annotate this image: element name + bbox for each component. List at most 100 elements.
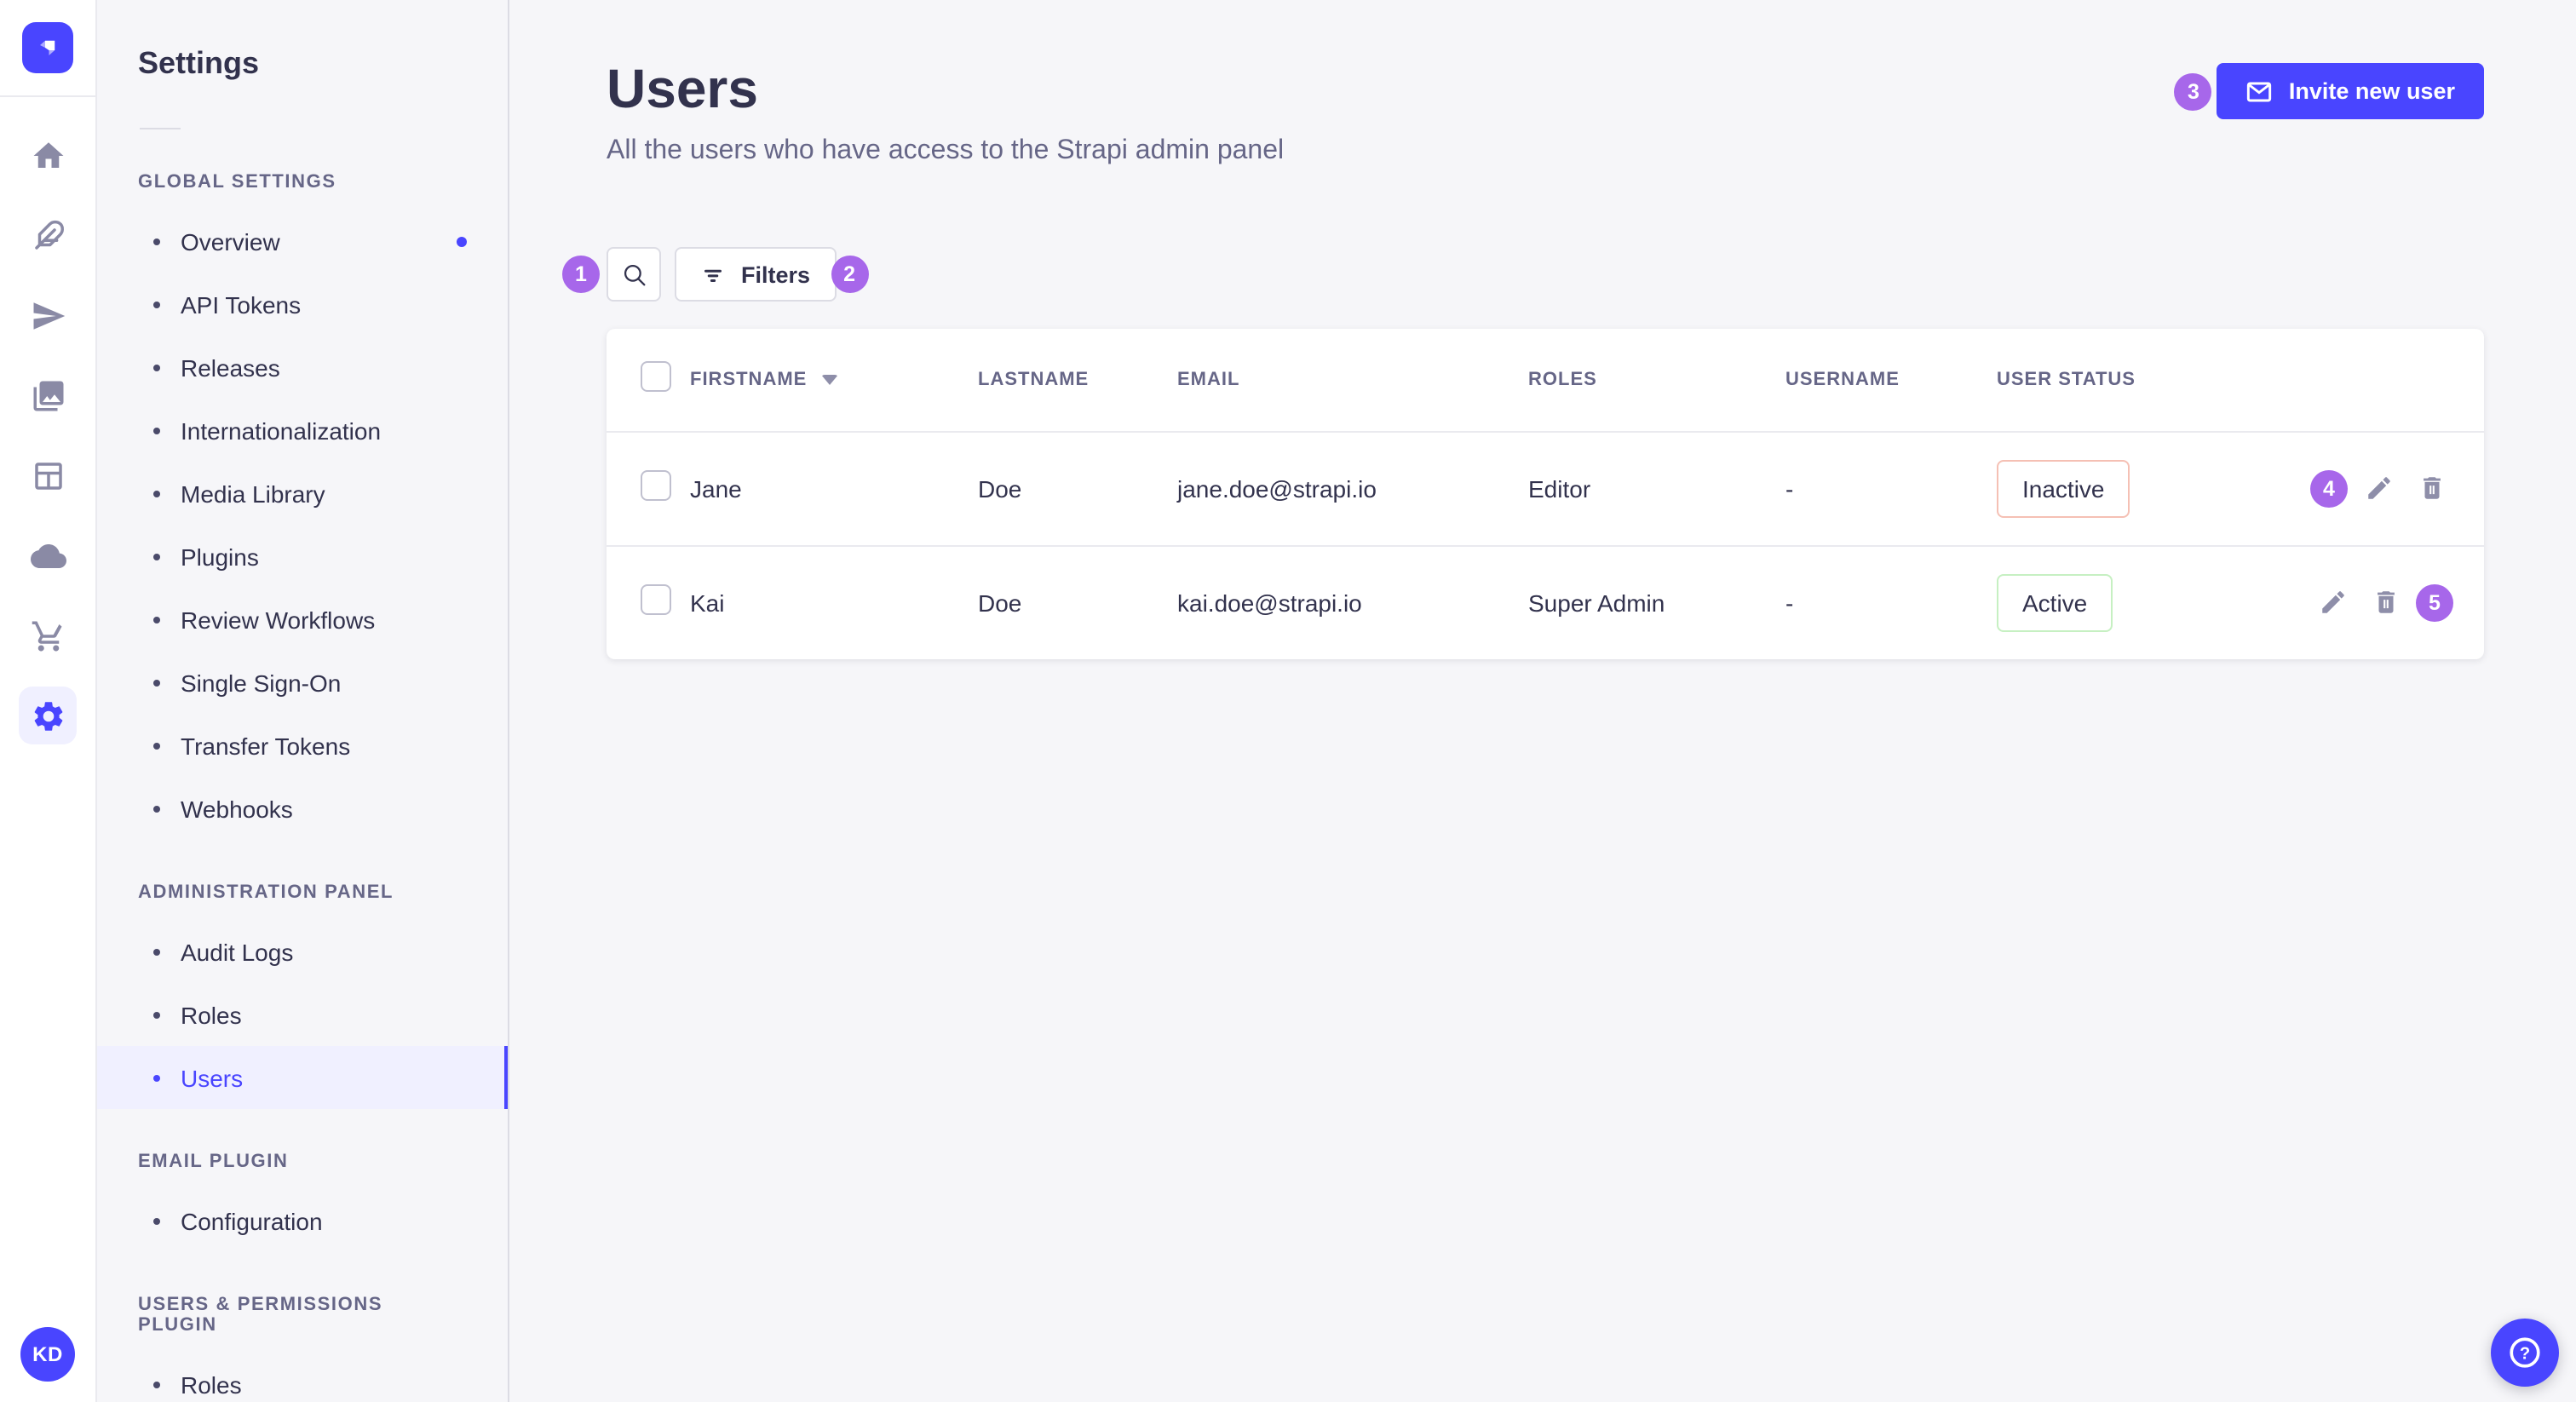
cell-roles: Editor — [1528, 474, 1591, 503]
delete-button[interactable] — [2363, 581, 2407, 625]
bullet-icon — [153, 238, 160, 244]
settings-nav-sections: GLOBAL SETTINGS Overview API Tokens Rele… — [97, 172, 508, 1402]
delete-button[interactable] — [2409, 466, 2453, 510]
column-header-user-status[interactable]: USER STATUS — [1997, 329, 2252, 433]
column-header-username[interactable]: USERNAME — [1785, 329, 1997, 433]
strapi-logo-icon[interactable] — [22, 22, 73, 73]
cloud-icon[interactable] — [19, 526, 77, 584]
edit-button[interactable] — [2310, 581, 2355, 625]
bullet-icon — [153, 364, 160, 371]
column-header-firstname[interactable]: FIRSTNAME — [690, 370, 838, 390]
main-content: Users All the users who have access to t… — [509, 0, 2576, 1402]
annotation-badge-3: 3 — [2174, 72, 2212, 110]
rail-icon-list — [19, 126, 77, 744]
settings-nav-item-media-library[interactable]: Media Library — [97, 462, 508, 525]
column-header-roles[interactable]: ROLES — [1528, 329, 1785, 433]
select-all-checkbox[interactable] — [641, 361, 671, 393]
help-button[interactable]: ? — [2491, 1319, 2559, 1387]
page-header: Users All the users who have access to t… — [607, 58, 2484, 167]
settings-nav-item-users[interactable]: Users — [97, 1046, 508, 1109]
marketplace-cart-icon[interactable] — [19, 606, 77, 664]
question-mark-icon: ? — [2506, 1334, 2544, 1371]
sort-desc-caret-icon — [820, 374, 838, 385]
user-status-badge: Inactive — [1997, 459, 2130, 518]
edit-button[interactable] — [2356, 466, 2401, 510]
cell-firstname: Kai — [690, 544, 978, 660]
annotation-badge-1: 1 — [562, 256, 600, 294]
filters-button[interactable]: Filters — [675, 247, 837, 302]
content-manager-feather-icon[interactable] — [19, 206, 77, 264]
toolbar: 1 Filters 2 — [562, 247, 2484, 302]
table-row: Jane Doe jane.doe@strapi.io Editor - Ina… — [607, 431, 2484, 545]
column-header-lastname[interactable]: LASTNAME — [978, 329, 1177, 433]
settings-sidebar: Settings GLOBAL SETTINGS Overview API To… — [97, 0, 509, 1402]
cell-firstname: Jane — [690, 474, 742, 503]
content-type-builder-plane-icon[interactable] — [19, 286, 77, 344]
page-title: Users — [607, 58, 758, 119]
user-avatar[interactable]: KD — [20, 1327, 75, 1382]
cell-username: - — [1785, 474, 1794, 503]
table-row: Kai Doe kai.doe@strapi.io Super Admin - … — [607, 544, 2484, 660]
bullet-icon — [153, 490, 160, 497]
cell-email: kai.doe@strapi.io — [1177, 544, 1528, 660]
table-header-row: FIRSTNAME LASTNAME EMAIL ROLES USERNAME … — [607, 329, 2484, 433]
settings-sidebar-title: Settings — [138, 46, 260, 80]
logo-area — [0, 0, 95, 97]
notification-dot-icon — [457, 236, 467, 246]
filter-lines-icon — [700, 261, 726, 287]
annotation-badge: 5 — [2416, 583, 2453, 622]
home-icon[interactable] — [19, 126, 77, 184]
cell-lastname: Doe — [978, 544, 1177, 660]
settings-nav-item-review-workflows[interactable]: Review Workflows — [97, 588, 508, 651]
bullet-icon — [153, 553, 160, 560]
bullet-icon — [153, 1074, 160, 1081]
settings-nav-item-transfer-tokens[interactable]: Transfer Tokens — [97, 714, 508, 777]
bullet-icon — [153, 616, 160, 623]
bullet-icon — [153, 742, 160, 749]
settings-nav-item-webhooks[interactable]: Webhooks — [97, 777, 508, 840]
column-header-email[interactable]: EMAIL — [1177, 329, 1528, 433]
nav-section-title: EMAIL PLUGIN — [138, 1152, 289, 1172]
cell-lastname: Doe — [978, 474, 1022, 503]
svg-text:?: ? — [2520, 1344, 2530, 1363]
settings-nav-item-overview[interactable]: Overview — [97, 210, 508, 273]
invite-new-user-button[interactable]: Invite new user — [2217, 63, 2484, 119]
user-status-badge: Active — [1997, 573, 2113, 632]
row-checkbox[interactable] — [641, 584, 671, 616]
settings-nav-item-internationalization[interactable]: Internationalization — [97, 399, 508, 462]
divider — [140, 128, 181, 129]
cell-roles: Super Admin — [1528, 544, 1785, 660]
bullet-icon — [153, 1011, 160, 1018]
search-button[interactable] — [607, 247, 661, 302]
bullet-icon — [153, 679, 160, 686]
bullet-icon — [153, 1381, 160, 1388]
users-table-card: FIRSTNAME LASTNAME EMAIL ROLES USERNAME … — [607, 329, 2484, 660]
settings-nav-item-single-sign-on[interactable]: Single Sign-On — [97, 651, 508, 714]
settings-nav-item-roles[interactable]: Roles — [97, 983, 508, 1046]
layout-panel-icon[interactable] — [19, 446, 77, 504]
bullet-icon — [153, 301, 160, 307]
row-checkbox[interactable] — [641, 470, 671, 502]
settings-nav-item-api-tokens[interactable]: API Tokens — [97, 273, 508, 336]
settings-nav-section: GLOBAL SETTINGS Overview API Tokens Rele… — [97, 172, 508, 840]
bullet-icon — [153, 427, 160, 434]
annotation-badge: 4 — [2310, 469, 2348, 508]
bullet-icon — [153, 948, 160, 955]
main-nav-rail: KD — [0, 0, 97, 1402]
settings-gear-icon[interactable] — [19, 687, 77, 744]
bullet-icon — [153, 1217, 160, 1224]
nav-section-title: USERS & PERMISSIONS PLUGIN — [138, 1295, 383, 1336]
annotation-badge-2: 2 — [831, 256, 869, 294]
settings-nav-item-plugins[interactable]: Plugins — [97, 525, 508, 588]
media-library-pictures-icon[interactable] — [19, 366, 77, 424]
settings-nav-item-releases[interactable]: Releases — [97, 336, 508, 399]
settings-nav-item-configuration[interactable]: Configuration — [97, 1189, 508, 1252]
bullet-icon — [153, 805, 160, 812]
search-icon — [619, 260, 648, 289]
settings-nav-section: EMAIL PLUGIN Configuration — [97, 1152, 508, 1252]
settings-nav-section: USERS & PERMISSIONS PLUGIN Roles Provide… — [97, 1295, 508, 1402]
nav-section-title: GLOBAL SETTINGS — [138, 172, 336, 192]
settings-nav-item-audit-logs[interactable]: Audit Logs — [97, 920, 508, 983]
settings-nav-item-roles[interactable]: Roles — [97, 1353, 508, 1402]
